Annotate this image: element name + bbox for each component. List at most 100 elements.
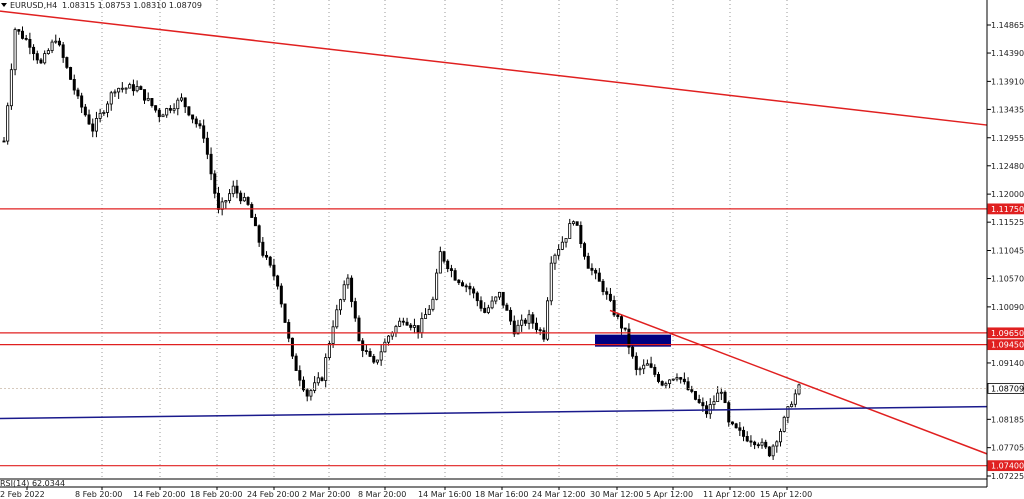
price-tick-label: 1.10090 bbox=[991, 303, 1024, 312]
candle bbox=[294, 353, 298, 371]
candle-body bbox=[660, 381, 664, 386]
candle-body bbox=[468, 285, 472, 290]
candle-body bbox=[690, 389, 694, 392]
candle bbox=[760, 438, 764, 449]
candle-body bbox=[590, 267, 594, 271]
candle-body bbox=[320, 377, 324, 381]
candle-body bbox=[69, 67, 73, 80]
candle-body bbox=[283, 303, 287, 323]
candle bbox=[183, 97, 187, 113]
candle-body bbox=[242, 197, 246, 202]
candle bbox=[453, 268, 457, 281]
candle bbox=[546, 297, 550, 341]
candle bbox=[734, 422, 738, 429]
candle bbox=[435, 268, 439, 301]
candle-body bbox=[375, 359, 379, 363]
candle bbox=[213, 170, 217, 199]
candle bbox=[790, 401, 794, 408]
candle bbox=[483, 302, 487, 314]
candle bbox=[54, 34, 58, 44]
candle-body bbox=[302, 379, 306, 391]
candle bbox=[753, 440, 757, 450]
candle bbox=[564, 238, 568, 248]
candle bbox=[479, 296, 483, 312]
trendline-short-resistance[interactable] bbox=[609, 309, 988, 455]
candle-body bbox=[117, 87, 121, 93]
candle bbox=[427, 304, 431, 316]
candle-body bbox=[579, 225, 583, 245]
candle bbox=[357, 315, 361, 342]
candle bbox=[80, 92, 84, 114]
candle bbox=[128, 82, 132, 89]
candle bbox=[693, 390, 697, 401]
candle bbox=[109, 90, 113, 111]
candle-body bbox=[424, 314, 428, 319]
candle-body bbox=[187, 106, 191, 116]
candle bbox=[446, 259, 450, 273]
candle bbox=[50, 39, 54, 54]
candle-body bbox=[542, 330, 546, 340]
candle bbox=[87, 109, 91, 125]
candle bbox=[154, 105, 158, 113]
candle-body bbox=[198, 123, 202, 127]
candle-body bbox=[575, 221, 579, 226]
candle bbox=[756, 442, 760, 449]
candle bbox=[350, 275, 354, 308]
time-tick-label: 8 Mar 20:00 bbox=[358, 490, 406, 499]
candle bbox=[35, 50, 39, 64]
candle-body bbox=[39, 59, 43, 64]
price-tag-box bbox=[987, 382, 1024, 394]
candle bbox=[738, 422, 742, 437]
line-layer[interactable] bbox=[0, 10, 988, 467]
candle-body bbox=[490, 300, 494, 309]
candle-body bbox=[313, 382, 317, 391]
candle bbox=[627, 323, 631, 355]
trendline-support[interactable] bbox=[0, 405, 988, 420]
candle-body bbox=[416, 325, 420, 334]
candle bbox=[202, 119, 206, 143]
candle-body bbox=[557, 249, 561, 256]
candle bbox=[298, 365, 302, 387]
candle bbox=[283, 303, 287, 323]
candle bbox=[172, 103, 176, 114]
candle-body bbox=[435, 272, 439, 300]
candle-body bbox=[594, 269, 598, 274]
candle bbox=[409, 322, 413, 331]
candle-body bbox=[387, 335, 391, 343]
candle bbox=[586, 252, 590, 269]
candle bbox=[612, 295, 616, 317]
candle-body bbox=[364, 350, 368, 352]
candle-body bbox=[486, 307, 490, 313]
price-tick-label: 1.11525 bbox=[991, 218, 1024, 227]
price-axis[interactable]: 1.14865 1.14390 1.13910 1.13435 1.12955 1.124… bbox=[987, 21, 1024, 481]
trendline-upper-resistance[interactable] bbox=[0, 10, 988, 126]
price-tick-label: 1.13435 bbox=[991, 105, 1024, 114]
candle bbox=[228, 189, 232, 204]
time-axis[interactable]: 2 Feb 2022 8 Feb 20:00 14 Feb 20:00 18 Feb … bbox=[0, 487, 812, 499]
time-tick-label: 2 Feb 2022 bbox=[0, 490, 45, 499]
candle bbox=[6, 102, 10, 145]
candle bbox=[76, 87, 80, 100]
candle-body bbox=[786, 406, 790, 418]
candle-body bbox=[497, 291, 501, 298]
symbol-label: EURUSD,H4 bbox=[10, 1, 57, 10]
candle-body bbox=[272, 264, 276, 277]
candle bbox=[620, 314, 624, 335]
candle-body bbox=[335, 309, 339, 328]
candle bbox=[405, 317, 409, 326]
triangle-down-icon[interactable] bbox=[1, 3, 7, 7]
candle-body bbox=[727, 402, 731, 423]
candle-body bbox=[239, 192, 243, 202]
ohlc-values: 1.08315 1.08753 1.08310 1.08709 bbox=[62, 1, 202, 10]
candle-body bbox=[143, 89, 147, 101]
candle bbox=[91, 118, 95, 138]
candle-body bbox=[797, 384, 801, 395]
candle bbox=[719, 387, 723, 401]
candle-body bbox=[712, 401, 716, 405]
candle-body bbox=[353, 301, 357, 319]
candle-body bbox=[745, 435, 749, 442]
price-tag-label: 1.09450 bbox=[991, 341, 1024, 350]
candle bbox=[265, 251, 269, 260]
candle bbox=[117, 87, 121, 99]
